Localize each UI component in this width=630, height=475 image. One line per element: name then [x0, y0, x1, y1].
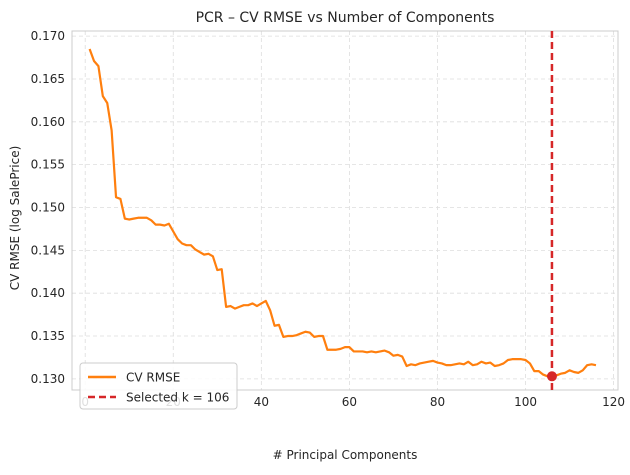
y-tick-label: 0.155 [31, 158, 65, 172]
legend-label-cv-rmse: CV RMSE [126, 371, 180, 385]
x-tick-label: 40 [254, 395, 269, 409]
y-tick-label: 0.140 [31, 286, 65, 300]
x-tick-label: 100 [514, 395, 537, 409]
x-axis-label: # Principal Components [273, 448, 418, 462]
series-layer [88, 48, 597, 378]
x-tick-label: 120 [602, 395, 625, 409]
y-tick-label: 0.150 [31, 201, 65, 215]
series-line-cv-rmse [88, 48, 597, 378]
legend-label-selected: Selected k = 106 [126, 391, 229, 405]
x-tick-label: 60 [342, 395, 357, 409]
y-tick-label: 0.145 [31, 243, 65, 257]
chart-title: PCR – CV RMSE vs Number of Components [196, 10, 495, 26]
y-tick-label: 0.160 [31, 115, 65, 129]
y-tick-label: 0.130 [31, 372, 65, 386]
grid [72, 31, 618, 390]
y-tick-label: 0.165 [31, 72, 65, 86]
legend: CV RMSE Selected k = 106 [79, 362, 238, 410]
y-axis-label: CV RMSE (log SalePrice) [8, 146, 22, 291]
y-axis-ticks: 0.130 0.135 0.140 0.145 0.150 0.155 0.160 0.165… [31, 29, 65, 386]
plot-frame [71, 30, 619, 391]
selected-layer [546, 31, 557, 390]
legend-box [79, 362, 238, 410]
selected-k-point [546, 371, 557, 382]
y-tick-label: 0.170 [31, 29, 65, 43]
x-tick-label: 80 [430, 395, 445, 409]
y-tick-label: 0.135 [31, 329, 65, 343]
